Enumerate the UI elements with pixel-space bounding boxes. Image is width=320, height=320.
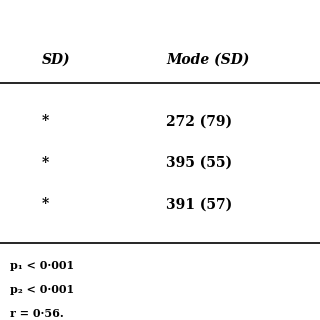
Text: Mode (SD): Mode (SD) bbox=[166, 53, 250, 67]
Text: p₁ < 0·001: p₁ < 0·001 bbox=[10, 260, 74, 271]
Text: *: * bbox=[42, 156, 49, 170]
Text: 391 (57): 391 (57) bbox=[166, 197, 233, 212]
Text: 395 (55): 395 (55) bbox=[166, 156, 233, 170]
Text: p₂ < 0·001: p₂ < 0·001 bbox=[10, 284, 74, 295]
Text: *: * bbox=[42, 197, 49, 212]
Text: r = 0·56.: r = 0·56. bbox=[10, 308, 63, 318]
Text: 272 (79): 272 (79) bbox=[166, 114, 233, 128]
Text: *: * bbox=[42, 114, 49, 128]
Text: SD): SD) bbox=[42, 53, 70, 67]
